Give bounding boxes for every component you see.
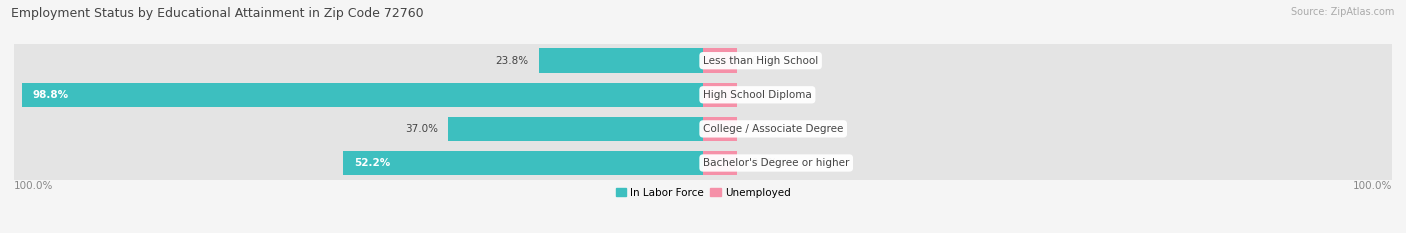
Legend: In Labor Force, Unemployed: In Labor Force, Unemployed [612,183,794,202]
Bar [343,151,703,175]
Bar [14,146,1392,180]
Bar [22,82,703,107]
Bar [449,116,703,141]
Text: 98.8%: 98.8% [32,90,69,100]
Bar [703,48,738,73]
Text: Source: ZipAtlas.com: Source: ZipAtlas.com [1291,7,1395,17]
Text: 52.2%: 52.2% [354,158,389,168]
Text: High School Diploma: High School Diploma [703,90,811,100]
Text: 37.0%: 37.0% [405,124,437,134]
Bar [538,48,703,73]
Text: 100.0%: 100.0% [1353,182,1392,191]
Bar [14,78,1392,112]
Text: Less than High School: Less than High School [703,56,818,66]
Text: Employment Status by Educational Attainment in Zip Code 72760: Employment Status by Educational Attainm… [11,7,423,20]
Bar [703,82,738,107]
Text: 23.8%: 23.8% [495,56,529,66]
Text: 100.0%: 100.0% [14,182,53,191]
Text: 0.0%: 0.0% [751,56,778,66]
Bar [703,116,738,141]
Text: 0.0%: 0.0% [751,158,778,168]
Bar [14,112,1392,146]
Text: 0.0%: 0.0% [751,90,778,100]
Bar [14,44,1392,78]
Text: College / Associate Degree: College / Associate Degree [703,124,844,134]
Text: 0.0%: 0.0% [751,124,778,134]
Bar [703,151,738,175]
Text: Bachelor's Degree or higher: Bachelor's Degree or higher [703,158,849,168]
